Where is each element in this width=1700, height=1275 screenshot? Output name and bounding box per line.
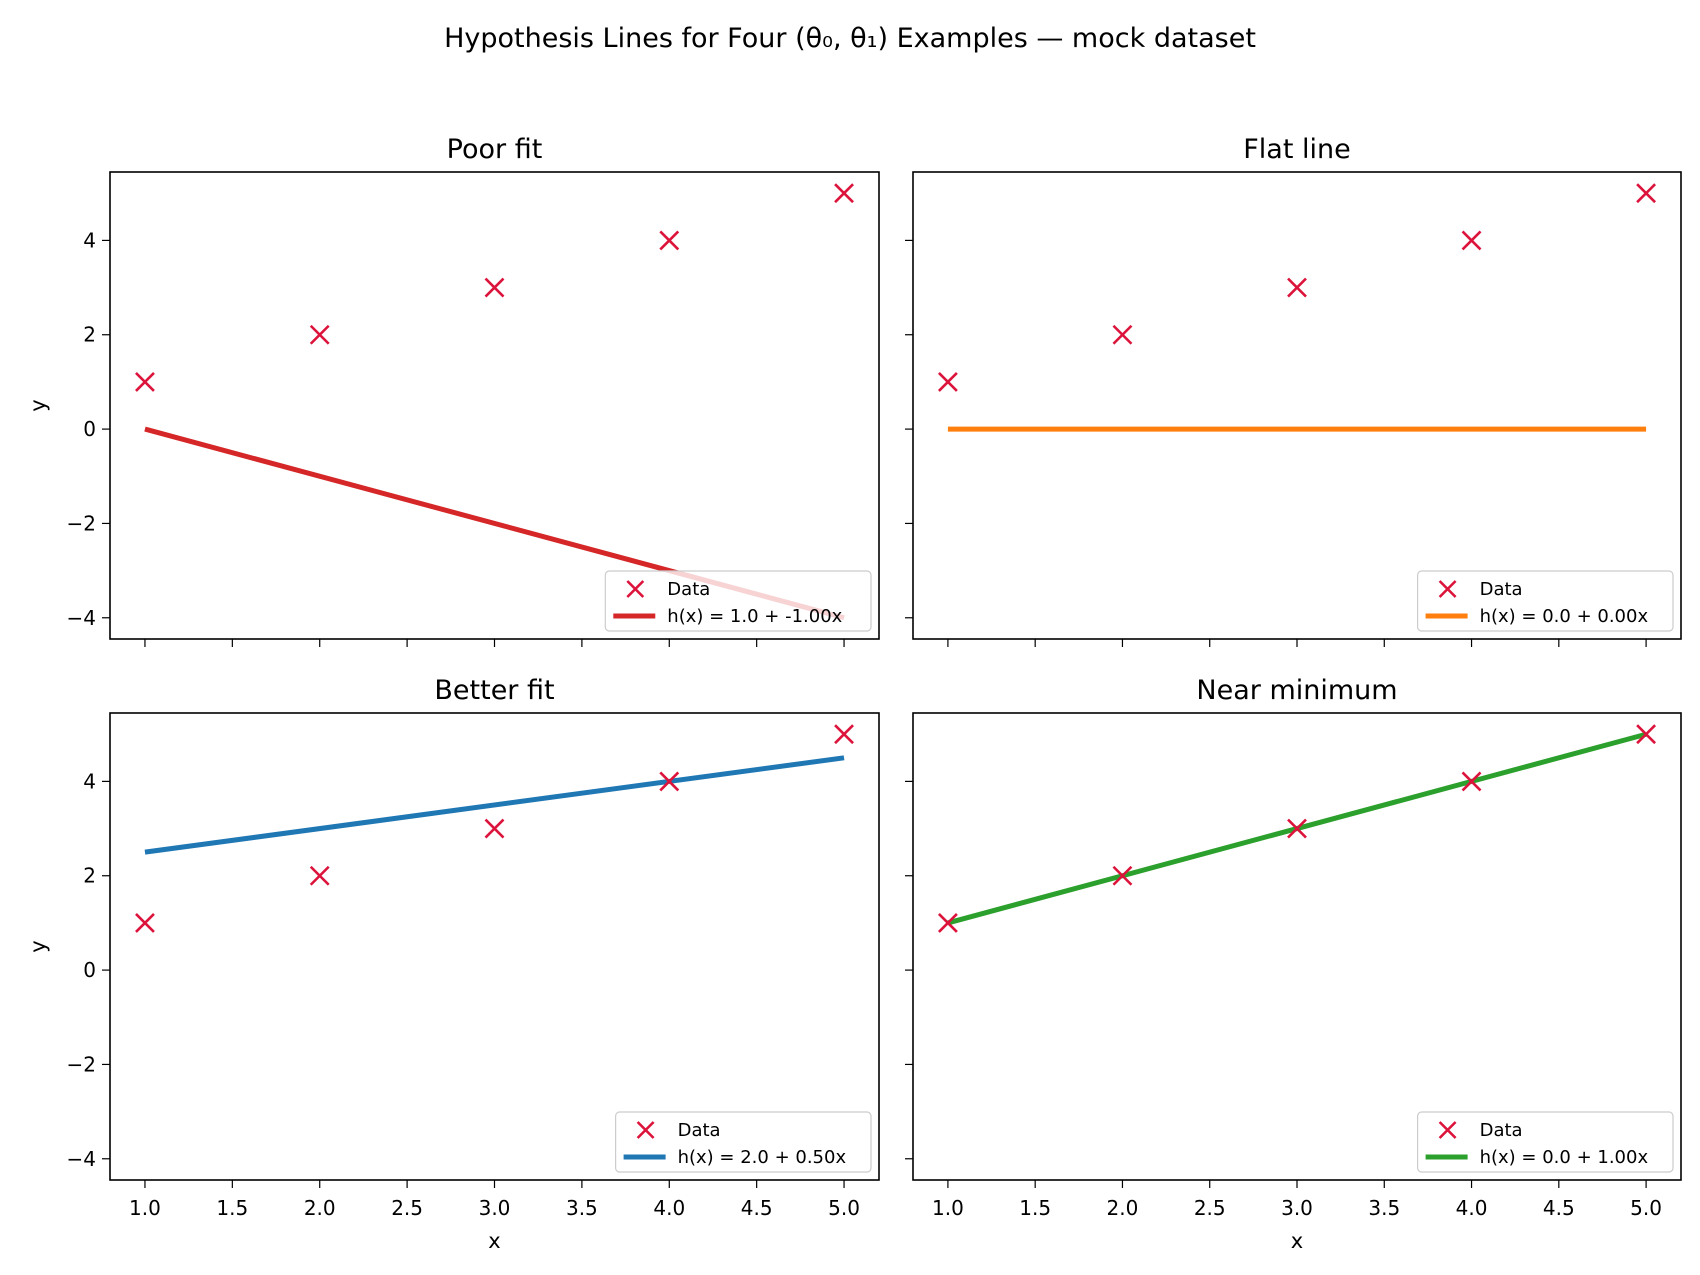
- axes-frame: [109, 171, 880, 640]
- data-point: [834, 724, 854, 745]
- plot-area: [913, 172, 1681, 639]
- axes-frame: [109, 712, 880, 1181]
- y-tick-label: 2: [83, 864, 96, 888]
- legend-box: [604, 570, 872, 632]
- y-axis-label: y: [26, 940, 50, 952]
- subplot-title: Better fit: [434, 675, 554, 706]
- x-tick-label: 4.0: [653, 1196, 685, 1220]
- x-tick-label: 3.0: [479, 1196, 511, 1220]
- x-tick-label: 4.0: [1456, 1196, 1488, 1220]
- legend-label-data: Data: [667, 579, 710, 600]
- data-point: [1461, 230, 1482, 251]
- y-tick-label: 4: [83, 769, 96, 793]
- data-point: [309, 324, 330, 345]
- legend-label-data: Data: [1480, 579, 1523, 600]
- y-tick-label: 0: [83, 958, 96, 982]
- subplot-title: Poor fit: [447, 134, 543, 165]
- y-tick-label: 4: [83, 228, 96, 252]
- data-point: [1112, 324, 1133, 345]
- x-tick-label: 4.5: [1543, 1196, 1575, 1220]
- data-point: [937, 912, 958, 933]
- x-tick-label: 2.5: [391, 1196, 423, 1220]
- x-tick-label: 1.0: [129, 1196, 161, 1220]
- legend: Data h(x) = 0.0 + 1.00x: [1416, 1111, 1674, 1173]
- data-point: [484, 818, 505, 839]
- legend-marker-data: [626, 580, 645, 598]
- x-tick-label: 5.0: [828, 1196, 860, 1220]
- legend-label-line: h(x) = 0.0 + 1.00x: [1480, 1147, 1649, 1168]
- legend-box: [1416, 570, 1674, 632]
- data-point: [1636, 183, 1657, 204]
- data-point: [1112, 865, 1133, 886]
- hypothesis-line: [144, 755, 845, 855]
- subplot-2: Flat line Data h(x) = 0.0 + 0.00x: [905, 134, 1682, 647]
- y-tick-label: −2: [67, 1052, 96, 1076]
- x-tick-label: 3.0: [1281, 1196, 1313, 1220]
- data-point: [659, 230, 680, 251]
- y-tick-label: −4: [67, 606, 96, 630]
- data-point: [1287, 277, 1307, 298]
- data-point: [135, 912, 155, 933]
- legend-label-data: Data: [678, 1120, 721, 1141]
- legend-marker-data: [636, 1121, 655, 1139]
- legend-label-line: h(x) = 2.0 + 0.50x: [678, 1147, 847, 1168]
- x-tick-label: 2.0: [1107, 1196, 1139, 1220]
- data-point: [1287, 818, 1307, 839]
- subplot-4: Near minimum 1.0 1.5 2.0 2.5 3.0 3.5 4.0 4.5 5.0 x…: [905, 675, 1682, 1253]
- data-point: [309, 865, 330, 886]
- data-point: [1461, 771, 1482, 792]
- x-tick-label: 3.5: [566, 1196, 598, 1220]
- x-axis-label: x: [1291, 1229, 1303, 1253]
- plot-area: [913, 713, 1681, 1180]
- subplot-1: Poor fit −4 −2 0 2 4 y Data h(x) = 1.0 + -1.00x: [26, 134, 880, 647]
- data-point: [937, 371, 958, 392]
- axes-frame: [912, 171, 1682, 640]
- x-tick-label: 1.5: [1019, 1196, 1051, 1220]
- x-tick-label: 3.5: [1368, 1196, 1400, 1220]
- plot-area: [110, 713, 879, 1180]
- figure-title: Hypothesis Lines for Four (θ₀, θ₁) Examp…: [444, 23, 1256, 54]
- x-tick-label: 2.0: [304, 1196, 336, 1220]
- x-tick-label: 2.5: [1194, 1196, 1226, 1220]
- data-point: [135, 371, 155, 392]
- plot-area: [110, 172, 879, 639]
- y-tick-label: −4: [67, 1147, 96, 1171]
- y-tick-label: −2: [67, 511, 96, 535]
- axes-frame: [912, 712, 1682, 1181]
- subplot-title: Near minimum: [1196, 675, 1397, 706]
- y-axis-label: y: [26, 399, 50, 411]
- data-point: [1636, 724, 1657, 745]
- legend: Data h(x) = 0.0 + 0.00x: [1416, 570, 1674, 632]
- legend-marker-data: [1438, 1121, 1457, 1139]
- legend-box: [1416, 1111, 1674, 1173]
- subplot-title: Flat line: [1243, 134, 1350, 165]
- data-point: [659, 771, 680, 792]
- y-tick-label: 0: [83, 417, 96, 441]
- data-point: [484, 277, 505, 298]
- x-tick-label: 1.0: [932, 1196, 964, 1220]
- legend-box: [614, 1111, 872, 1173]
- subplot-3: Better fit 1.0 1.5 2.0 2.5 3.0 3.5 4.0 4.5 5.0 −4 −…: [26, 675, 880, 1253]
- legend: Data h(x) = 2.0 + 0.50x: [614, 1111, 872, 1173]
- x-tick-label: 5.0: [1630, 1196, 1662, 1220]
- legend-label-data: Data: [1480, 1120, 1523, 1141]
- legend-label-line: h(x) = 0.0 + 0.00x: [1480, 606, 1649, 627]
- x-tick-label: 1.5: [216, 1196, 248, 1220]
- legend: Data h(x) = 1.0 + -1.00x: [604, 570, 872, 632]
- x-axis-label: x: [488, 1229, 500, 1253]
- data-point: [834, 183, 854, 204]
- legend-label-line: h(x) = 1.0 + -1.00x: [667, 606, 842, 627]
- legend-marker-data: [1438, 580, 1457, 598]
- x-tick-label: 4.5: [741, 1196, 773, 1220]
- y-tick-label: 2: [83, 323, 96, 347]
